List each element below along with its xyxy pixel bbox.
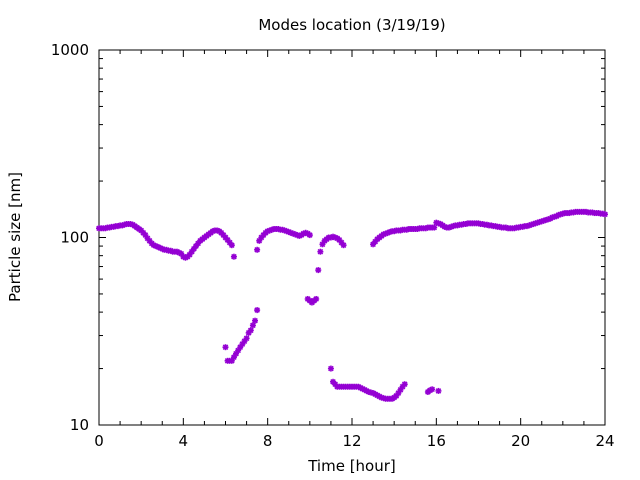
axis-ticks bbox=[98, 49, 606, 426]
data-point bbox=[315, 267, 322, 274]
tick-labels: 0 4 8 12 16 20 24 10 100 1000 bbox=[51, 41, 615, 450]
data-point bbox=[313, 295, 320, 302]
y-tick-label: 10 bbox=[70, 416, 89, 434]
data-point bbox=[327, 365, 334, 372]
y-axis-label: Particle size [nm] bbox=[6, 172, 24, 302]
data-point bbox=[340, 242, 347, 249]
y-tick-label: 1000 bbox=[51, 41, 89, 59]
x-tick-label: 20 bbox=[511, 432, 530, 450]
data-point bbox=[254, 246, 261, 253]
data-point bbox=[306, 232, 313, 239]
data-point bbox=[228, 242, 235, 249]
data-point bbox=[230, 253, 237, 260]
x-tick-label: 8 bbox=[263, 432, 273, 450]
data-point bbox=[317, 248, 324, 255]
data-point bbox=[243, 335, 250, 342]
x-tick-label: 24 bbox=[595, 432, 614, 450]
data-point bbox=[254, 307, 261, 314]
data-point bbox=[401, 381, 408, 388]
data-point bbox=[431, 224, 438, 231]
data-point bbox=[429, 386, 436, 393]
x-axis-label: Time [hour] bbox=[307, 457, 396, 475]
data-point bbox=[252, 317, 259, 324]
data-point bbox=[247, 327, 254, 334]
y-tick-label: 100 bbox=[60, 229, 89, 247]
x-tick-label: 16 bbox=[427, 432, 446, 450]
data-point bbox=[602, 211, 608, 218]
x-tick-label: 12 bbox=[342, 432, 361, 450]
data-point bbox=[249, 322, 256, 329]
chart-title: Modes location (3/19/19) bbox=[258, 16, 445, 34]
plot-frame bbox=[98, 49, 606, 426]
x-tick-label: 4 bbox=[179, 432, 189, 450]
data-point bbox=[435, 387, 442, 394]
x-tick-label: 0 bbox=[94, 432, 104, 450]
data-points bbox=[96, 208, 608, 402]
data-point bbox=[222, 344, 229, 351]
